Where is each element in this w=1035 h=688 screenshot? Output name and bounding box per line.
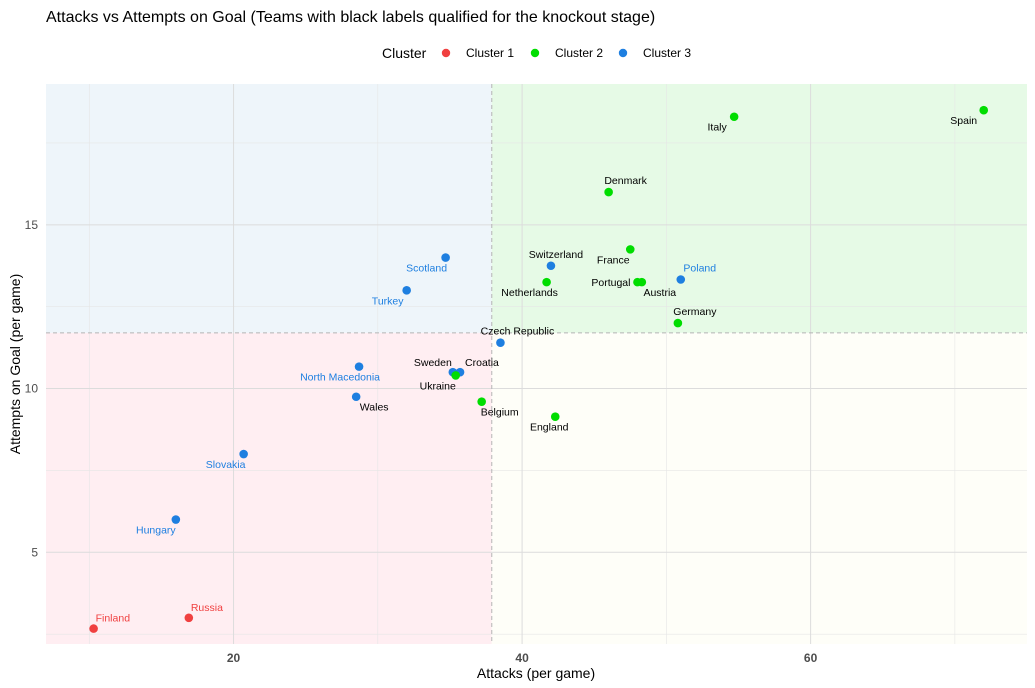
data-label-switzerland: Switzerland bbox=[529, 249, 583, 261]
data-point-north-macedonia bbox=[354, 362, 364, 371]
data-label-croatia: Croatia bbox=[465, 357, 499, 369]
data-point-switzerland bbox=[546, 261, 556, 271]
quadrant-top-left bbox=[46, 84, 492, 333]
legend-entry-label: Cluster 2 bbox=[555, 46, 603, 60]
data-point-slovakia bbox=[239, 449, 248, 459]
x-tick-label: 20 bbox=[227, 651, 241, 665]
data-point-finland bbox=[89, 624, 98, 633]
data-label-north-macedonia: North Macedonia bbox=[300, 372, 380, 384]
data-point-austria bbox=[637, 277, 647, 287]
legend: Cluster Cluster 1 Cluster 2 Cluster 3 bbox=[382, 45, 691, 61]
data-point-turkey bbox=[402, 286, 411, 295]
data-label-france: France bbox=[597, 254, 630, 266]
x-tick-label: 60 bbox=[804, 651, 818, 665]
chart-title: Attacks vs Attempts on Goal (Teams with … bbox=[46, 9, 655, 26]
data-label-scotland: Scotland bbox=[406, 263, 447, 275]
x-tick-label: 40 bbox=[515, 651, 529, 665]
data-point-denmark bbox=[604, 187, 613, 197]
data-label-germany: Germany bbox=[673, 306, 717, 318]
x-axis-title: Attacks (per game) bbox=[477, 665, 595, 681]
data-label-russia: Russia bbox=[191, 602, 223, 614]
data-point-hungary bbox=[171, 515, 181, 524]
data-label-finland: Finland bbox=[96, 613, 131, 625]
data-point-poland bbox=[676, 275, 686, 284]
legend-swatch bbox=[618, 48, 628, 58]
data-label-spain: Spain bbox=[950, 115, 977, 127]
data-label-italy: Italy bbox=[708, 122, 728, 134]
legend-swatch bbox=[441, 48, 451, 58]
data-label-england: England bbox=[530, 422, 569, 434]
data-label-hungary: Hungary bbox=[136, 525, 176, 537]
data-label-slovakia: Slovakia bbox=[206, 459, 246, 471]
data-label-netherlands: Netherlands bbox=[501, 287, 558, 299]
data-label-ukraine: Ukraine bbox=[420, 380, 456, 392]
data-label-turkey: Turkey bbox=[372, 295, 404, 307]
data-label-austria: Austria bbox=[643, 287, 676, 299]
data-point-italy bbox=[729, 112, 739, 122]
data-label-sweden: Sweden bbox=[414, 357, 452, 369]
data-label-portugal: Portugal bbox=[591, 277, 630, 289]
legend-entry-label: Cluster 3 bbox=[643, 46, 691, 60]
quadrant-top-right bbox=[491, 84, 1027, 333]
quadrant-bottom-left bbox=[46, 332, 492, 644]
legend-title: Cluster bbox=[382, 45, 427, 61]
data-point-germany bbox=[673, 318, 683, 328]
data-point-france bbox=[625, 245, 635, 254]
y-tick-label: 5 bbox=[31, 545, 38, 559]
y-axis-title: Attempts on Goal (per game) bbox=[7, 274, 23, 455]
data-point-england bbox=[550, 412, 560, 422]
data-label-poland: Poland bbox=[683, 263, 716, 275]
plot-area: Finland Russia Hungary Slovakia Scotland Turk… bbox=[46, 84, 1027, 644]
data-point-czech-republic bbox=[496, 338, 505, 348]
data-label-denmark: Denmark bbox=[604, 175, 647, 187]
data-label-belgium: Belgium bbox=[481, 407, 519, 419]
data-point-ukraine bbox=[451, 371, 461, 380]
data-label-wales: Wales bbox=[360, 402, 389, 414]
legend-swatch bbox=[530, 48, 540, 58]
legend-entry-label: Cluster 1 bbox=[466, 46, 514, 60]
y-tick-label: 10 bbox=[25, 382, 39, 396]
y-tick-label: 15 bbox=[25, 218, 39, 232]
quadrant-bottom-right bbox=[491, 332, 1027, 644]
data-point-spain bbox=[979, 105, 989, 115]
data-point-russia bbox=[184, 613, 194, 623]
data-label-czech-republic: Czech Republic bbox=[481, 326, 555, 338]
data-point-scotland bbox=[441, 253, 450, 262]
data-point-belgium bbox=[477, 397, 486, 406]
data-point-netherlands bbox=[542, 277, 551, 287]
data-point-wales bbox=[351, 392, 361, 402]
